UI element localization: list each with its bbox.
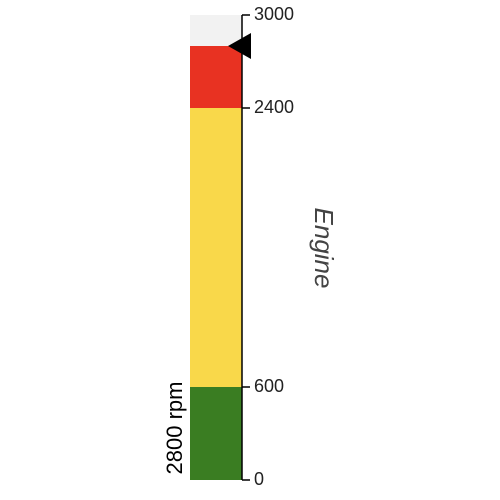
band-600-2400 — [190, 108, 242, 387]
tick-label: 3000 — [254, 4, 294, 24]
tick-label: 2400 — [254, 97, 294, 117]
tick-label: 600 — [254, 376, 284, 396]
gauge-title: Engine — [309, 208, 339, 289]
gauge-ticks: 0 600 2400 3000 — [242, 4, 294, 489]
band-0-600 — [190, 387, 242, 480]
band-2800-3000 — [190, 15, 242, 46]
value-label: 2800 rpm — [162, 382, 187, 475]
gauge-bands — [190, 15, 242, 480]
band-2400-2800 — [190, 46, 242, 108]
value-marker-icon — [228, 33, 251, 59]
tick-label: 0 — [254, 469, 264, 489]
